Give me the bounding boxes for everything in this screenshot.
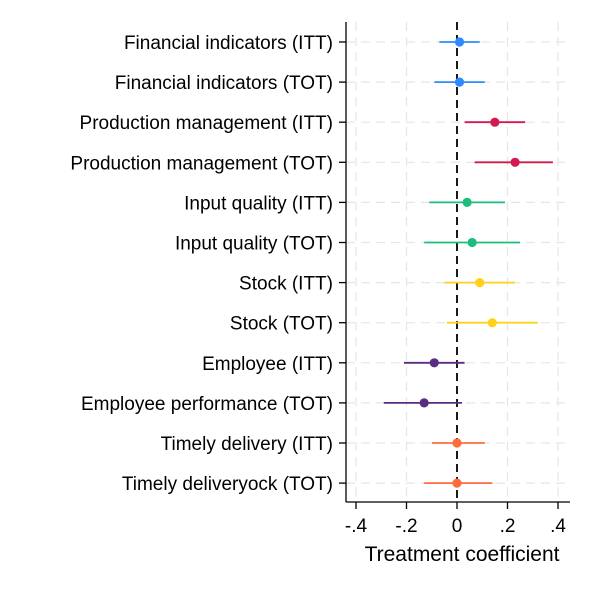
category-label-0: Financial indicators (ITT) [124,33,333,54]
grid-lines [346,22,570,502]
x-tick-label-2: 0 [452,516,463,537]
x-tick-label-1: -.2 [395,516,417,537]
point-estimate-9 [419,398,429,408]
category-label-6: Stock (ITT) [239,274,333,295]
point-estimate-11 [452,478,462,488]
category-label-3: Production management (TOT) [70,153,333,174]
category-label-2: Production management (ITT) [80,113,333,134]
x-tick-label-3: .2 [500,516,516,537]
category-label-9: Employee performance (TOT) [81,394,333,415]
category-label-11: Timely deliveryock (TOT) [122,474,333,495]
point-estimate-1 [454,77,465,87]
category-label-5: Input quality (TOT) [175,234,333,255]
axes: -.4 -.2 0 .2 .4 [339,22,570,537]
chart-marks [383,37,553,488]
x-tick-label-4: .4 [550,516,566,537]
category-label-7: Stock (TOT) [230,314,333,335]
category-label-10: Timely delivery (ITT) [161,434,333,455]
point-estimate-6 [475,278,485,288]
x-tick-label-0: -.4 [345,516,368,537]
point-estimate-8 [429,358,439,368]
point-estimate-4 [462,197,472,207]
point-estimate-0 [454,37,465,47]
category-label-8: Employee (ITT) [202,354,333,375]
point-estimate-3 [510,157,520,167]
category-labels: Financial indicators (ITT) Financial indi… [70,33,333,495]
point-estimate-10 [452,438,462,448]
x-axis-title: Treatment coefficient [365,543,560,566]
point-estimate-5 [467,237,477,248]
point-estimate-2 [490,117,500,127]
point-estimate-7 [487,318,497,328]
category-label-4: Input quality (ITT) [184,193,333,214]
category-label-1: Financial indicators (TOT) [115,73,333,94]
